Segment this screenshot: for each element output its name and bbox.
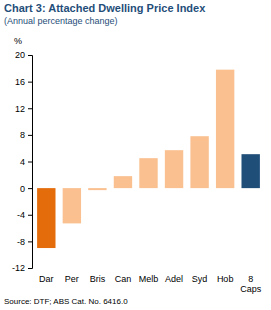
bar: [63, 188, 81, 223]
y-axis-line: [28, 56, 33, 269]
y-tick: -12: [12, 263, 32, 273]
bar: [114, 176, 132, 188]
y-tick-label: -12: [12, 263, 25, 273]
x-tick-label: 8Caps: [240, 274, 262, 294]
y-tick-label: -4: [17, 210, 25, 220]
bar: [165, 150, 183, 188]
y-tick-label: 12: [15, 104, 25, 114]
x-tick-label: Can: [115, 274, 132, 284]
y-tick-mark: [28, 268, 32, 269]
x-tick-label: Bris: [90, 274, 106, 284]
y-axis: -12 -8 -4 0 4 8 12 16 20: [12, 50, 33, 273]
y-tick-mark: [28, 108, 32, 109]
x-tick-label: Adel: [165, 274, 183, 284]
y-tick: 12: [15, 104, 32, 114]
bar: [88, 188, 106, 190]
y-tick-mark: [28, 188, 32, 189]
x-tick-label: Hob: [217, 274, 234, 284]
x-axis: Dar Per Bris Can Melb Adel Syd Hob 8Caps: [39, 274, 262, 294]
bar: [190, 136, 208, 188]
y-tick-mark: [28, 82, 32, 83]
y-tick-label: 0: [20, 184, 25, 194]
y-tick: 0: [20, 184, 32, 194]
y-tick-label: 20: [15, 50, 25, 60]
bar: [37, 188, 55, 248]
bar: [139, 158, 157, 188]
bars: [37, 70, 260, 248]
subtitle: (Annual percentage change): [4, 16, 118, 26]
y-tick-label: 4: [20, 157, 25, 167]
y-tick: 20: [15, 50, 32, 60]
y-tick: -4: [17, 210, 32, 220]
x-tick-label: Per: [65, 274, 79, 284]
y-tick: -8: [17, 237, 32, 247]
y-tick-mark: [28, 215, 32, 216]
y-tick: 8: [20, 130, 32, 140]
y-tick-label: 16: [15, 77, 25, 87]
x-tick-label: Melb: [139, 274, 159, 284]
plot: -12 -8 -4 0 4 8 12 16 20 Dar Per Bris Can Melb Adel Syd…: [12, 50, 262, 294]
y-tick-label: 8: [20, 130, 25, 140]
x-tick-label: Dar: [39, 274, 54, 284]
y-tick: 4: [20, 157, 32, 167]
title: Chart 3: Attached Dwelling Price Index: [4, 2, 206, 14]
y-tick-mark: [28, 55, 32, 56]
y-tick: 16: [15, 77, 32, 87]
y-axis-label: %: [14, 36, 22, 46]
bar: [216, 70, 234, 188]
x-tick-label: Syd: [192, 274, 208, 284]
y-tick-mark: [28, 135, 32, 136]
y-tick-mark: [28, 162, 32, 163]
source: Source: DTF; ABS Cat. No. 6416.0: [4, 297, 128, 306]
y-tick-mark: [28, 241, 32, 242]
bar: [241, 154, 259, 188]
y-tick-label: -8: [17, 237, 25, 247]
chart: Chart 3: Attached Dwelling Price Index (A…: [0, 0, 271, 310]
